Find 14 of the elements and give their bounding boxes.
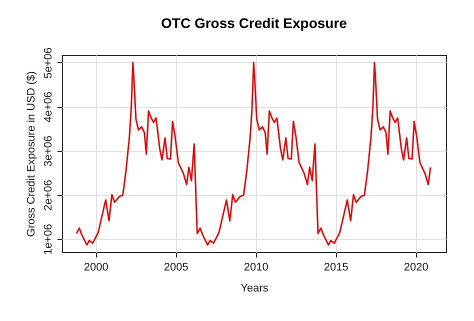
chart-title: OTC Gross Credit Exposure [161, 15, 348, 32]
x-tick-label: 2000 [84, 262, 108, 274]
x-tick-label: 2005 [164, 262, 188, 274]
line-series [76, 62, 432, 246]
y-tick-label: 3e+06 [42, 136, 54, 167]
x-tick-label: 2015 [324, 262, 348, 274]
y-tick-label: 1e+06 [42, 224, 54, 255]
x-tick-label: 2020 [404, 262, 428, 274]
y-tick-label: 5e+06 [42, 48, 54, 78]
y-tick-label: 2e+06 [42, 180, 54, 211]
x-tick-label: 2010 [244, 262, 268, 274]
y-tick-label: 4e+06 [42, 92, 54, 123]
x-axis-title: Years [240, 282, 269, 294]
y-axis-title: Gross Credit Exposure in USD ($) [26, 71, 38, 237]
